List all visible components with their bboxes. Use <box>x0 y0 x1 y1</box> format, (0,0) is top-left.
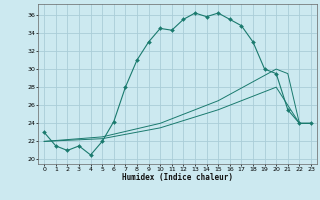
X-axis label: Humidex (Indice chaleur): Humidex (Indice chaleur) <box>122 173 233 182</box>
